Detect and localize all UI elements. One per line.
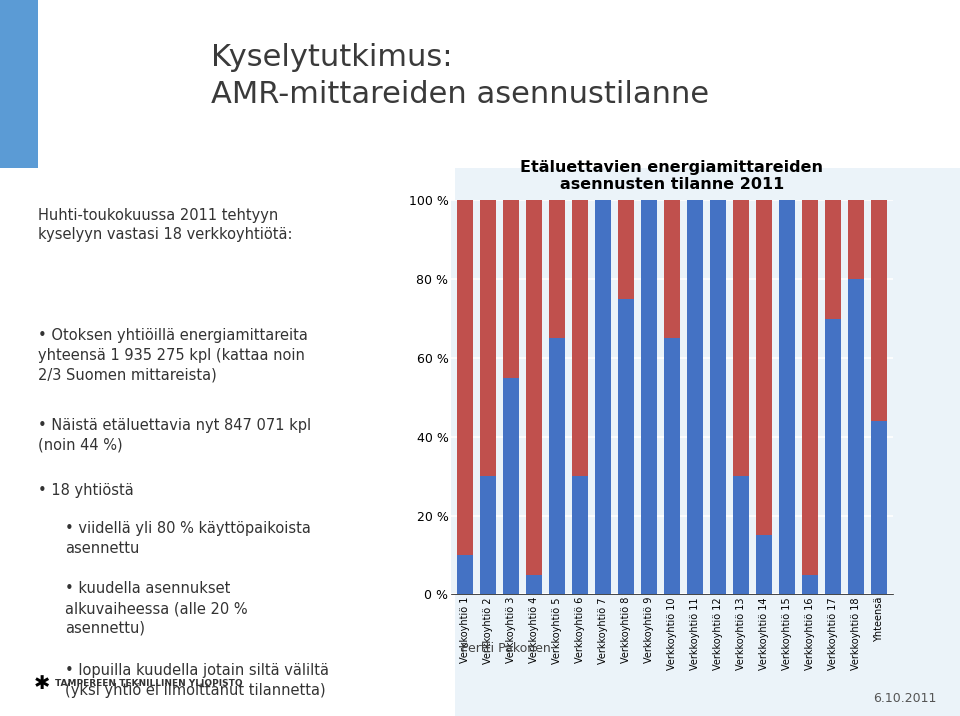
Bar bbox=[871, 421, 887, 594]
Bar bbox=[756, 200, 772, 535]
Text: Pertti Pakonen: Pertti Pakonen bbox=[461, 642, 550, 654]
Bar bbox=[802, 574, 818, 594]
Bar bbox=[572, 200, 588, 476]
Bar bbox=[595, 200, 612, 594]
Text: • Otoksen yhtiöillä energiamittareita
yhteensä 1 935 275 kpl (kattaa noin
2/3 Su: • Otoksen yhtiöillä energiamittareita yh… bbox=[38, 328, 308, 382]
Bar bbox=[457, 555, 473, 594]
Bar bbox=[503, 377, 519, 594]
Bar bbox=[503, 200, 519, 377]
Bar bbox=[848, 200, 864, 279]
Text: TAMPEREEN TEKNILLINEN YLIOPISTO: TAMPEREEN TEKNILLINEN YLIOPISTO bbox=[56, 679, 243, 688]
Bar bbox=[549, 200, 565, 338]
Bar bbox=[732, 200, 749, 476]
Bar bbox=[455, 168, 960, 716]
Bar bbox=[710, 200, 726, 594]
Text: • lopuilla kuudella jotain siltä väliltä
(yksi yhtiö ei ilmoittanut tilannetta): • lopuilla kuudella jotain siltä väliltä… bbox=[65, 663, 329, 698]
Bar bbox=[802, 200, 818, 574]
Bar bbox=[480, 200, 496, 476]
Bar bbox=[825, 200, 841, 319]
Bar bbox=[779, 200, 795, 594]
Bar bbox=[641, 200, 657, 594]
Bar bbox=[526, 200, 542, 574]
Title: Etäluettavien energiamittareiden
asennusten tilanne 2011: Etäluettavien energiamittareiden asennus… bbox=[520, 160, 824, 193]
Text: • kuudella asennukset
alkuvaiheessa (alle 20 %
asennettu): • kuudella asennukset alkuvaiheessa (all… bbox=[65, 581, 248, 636]
Bar bbox=[572, 476, 588, 594]
Text: • Näistä etäluettavia nyt 847 071 kpl
(noin 44 %): • Näistä etäluettavia nyt 847 071 kpl (n… bbox=[38, 418, 312, 453]
Text: Kyselytutkimus:
AMR-mittareiden asennustilanne: Kyselytutkimus: AMR-mittareiden asennust… bbox=[211, 43, 709, 109]
Text: Huhti-toukokuussa 2011 tehtyyn
kyselyyn vastasi 18 verkkoyhtiötä:: Huhti-toukokuussa 2011 tehtyyn kyselyyn … bbox=[38, 208, 293, 243]
Bar bbox=[871, 200, 887, 421]
Ellipse shape bbox=[19, 0, 326, 219]
Text: • viidellä yli 80 % käyttöpaikoista
asennettu: • viidellä yli 80 % käyttöpaikoista asen… bbox=[65, 521, 311, 556]
Bar bbox=[687, 200, 703, 594]
Bar bbox=[848, 279, 864, 594]
Bar bbox=[825, 319, 841, 594]
Text: • 18 yhtiöstä: • 18 yhtiöstä bbox=[38, 483, 134, 498]
Bar bbox=[756, 535, 772, 594]
Bar bbox=[664, 338, 680, 594]
Bar bbox=[457, 200, 473, 555]
Bar bbox=[664, 200, 680, 338]
Bar bbox=[526, 574, 542, 594]
Text: ✱: ✱ bbox=[34, 674, 50, 693]
Bar bbox=[618, 299, 634, 594]
Bar bbox=[549, 338, 565, 594]
Bar bbox=[732, 476, 749, 594]
Bar bbox=[480, 476, 496, 594]
Text: 6.10.2011: 6.10.2011 bbox=[874, 692, 937, 705]
Bar bbox=[618, 200, 634, 299]
Bar bbox=[0, 0, 38, 168]
